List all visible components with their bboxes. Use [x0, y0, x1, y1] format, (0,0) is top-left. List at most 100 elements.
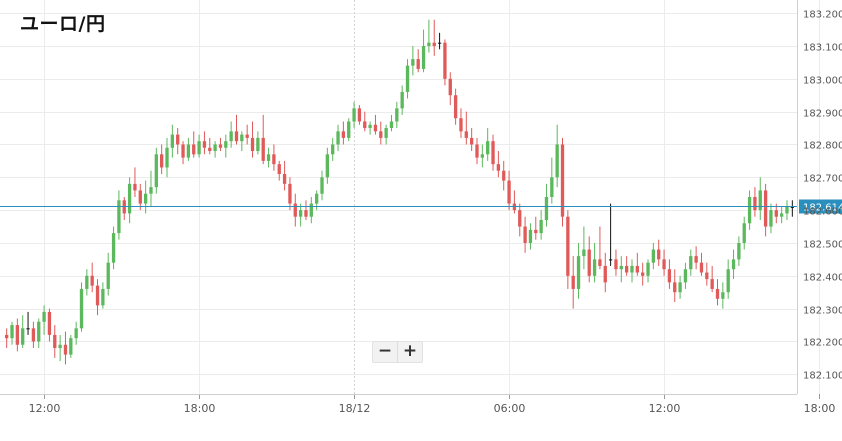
candle-body	[646, 262, 650, 276]
current-price-line: 182.614	[0, 199, 842, 214]
candle-body	[528, 229, 533, 243]
candles	[5, 19, 794, 365]
candle	[186, 137, 191, 161]
candle-body	[576, 256, 581, 289]
candle	[630, 259, 634, 283]
candle-body	[421, 45, 426, 69]
candle-body	[336, 131, 340, 145]
candle-body	[373, 124, 378, 132]
candle-body	[379, 131, 383, 138]
candle	[480, 144, 484, 168]
candle	[678, 275, 682, 299]
candle-body	[352, 108, 356, 122]
candle-body	[154, 154, 158, 188]
candle-body	[555, 144, 559, 178]
candle	[154, 147, 158, 194]
candle-body	[785, 206, 789, 214]
candle-body	[747, 197, 752, 224]
candle	[272, 144, 276, 171]
candle	[53, 325, 57, 358]
candle-body	[218, 144, 223, 148]
candle-body	[587, 249, 591, 276]
candle-body	[240, 134, 244, 142]
chart-title: ユーロ/円	[20, 13, 106, 35]
candle-body	[416, 59, 420, 69]
candle-body	[710, 279, 714, 289]
candle-body	[683, 269, 688, 283]
candle-body	[250, 137, 255, 152]
candle-body	[282, 174, 287, 184]
zoom-out-button[interactable]: −	[377, 341, 393, 361]
candle	[395, 101, 399, 129]
candle-body	[202, 141, 207, 148]
candle	[598, 226, 602, 270]
candle-body	[699, 262, 704, 273]
candle-body	[368, 124, 372, 129]
candle	[304, 200, 308, 220]
candle-body	[31, 328, 36, 342]
candle	[790, 200, 794, 217]
candle-body	[15, 325, 20, 345]
candle-body	[37, 321, 41, 342]
candle	[224, 134, 228, 158]
candle	[229, 121, 233, 148]
candle	[715, 279, 720, 306]
candle	[47, 308, 52, 342]
candle-body	[614, 259, 618, 270]
candle-body	[331, 144, 335, 155]
candle	[721, 282, 725, 309]
candle-body	[758, 190, 762, 211]
candle	[753, 187, 757, 217]
x-tick-label: 18:00	[184, 402, 216, 415]
candle-body	[705, 272, 709, 280]
x-tick-label: 06:00	[494, 402, 526, 415]
axes: 183.200 183.100 183.000 182.900 182.800 182.7…	[0, 0, 842, 415]
candle	[539, 210, 543, 240]
candle	[37, 318, 41, 349]
candle-body	[539, 219, 543, 234]
candle-body	[502, 170, 506, 181]
candle-body	[592, 259, 597, 276]
candle	[400, 85, 404, 115]
y-tick-label: 182.600	[803, 207, 842, 218]
candle	[689, 249, 693, 276]
candle	[582, 226, 586, 270]
candle	[176, 128, 180, 155]
candle-body	[298, 210, 303, 217]
candle-body	[160, 154, 164, 168]
candle-body	[550, 177, 554, 197]
zoom-in-button[interactable]: +	[402, 341, 418, 361]
candle-body	[143, 193, 148, 204]
candle-body	[138, 190, 142, 204]
candle	[266, 147, 271, 168]
candle	[469, 128, 474, 152]
candle-body	[742, 223, 746, 243]
candle	[459, 108, 463, 138]
candle-body	[534, 229, 538, 234]
candle-body	[496, 164, 501, 171]
candle-body	[74, 328, 78, 339]
candle	[309, 197, 313, 224]
candle-body	[641, 272, 645, 276]
candle	[566, 210, 570, 289]
candle-body	[224, 141, 228, 148]
candle	[111, 226, 116, 270]
candle-body	[10, 325, 14, 339]
y-tick-label: 182.700	[803, 174, 842, 185]
candle-body	[486, 141, 490, 155]
candle	[117, 190, 121, 240]
candle-body	[347, 121, 351, 138]
y-tick-label: 182.200	[803, 338, 842, 349]
candle	[673, 269, 677, 303]
candle	[507, 170, 511, 211]
candle-body	[635, 265, 639, 273]
zoom-separator	[397, 342, 398, 362]
candle-body	[405, 65, 410, 92]
candle-body	[325, 154, 330, 178]
candle	[779, 206, 784, 224]
candle-body	[395, 108, 399, 122]
candle-body	[266, 154, 271, 161]
candle-body	[753, 197, 757, 211]
